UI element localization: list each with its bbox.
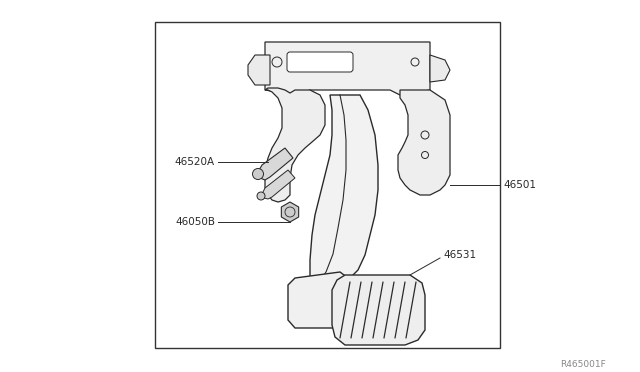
Text: 46531: 46531: [443, 250, 476, 260]
Text: R465001F: R465001F: [560, 360, 605, 369]
Circle shape: [257, 192, 265, 200]
Polygon shape: [288, 272, 348, 328]
Polygon shape: [398, 90, 450, 195]
Polygon shape: [248, 55, 270, 85]
Bar: [155, 22, 500, 348]
Text: 46501: 46501: [503, 180, 536, 190]
Circle shape: [253, 169, 264, 180]
Polygon shape: [258, 148, 293, 180]
FancyBboxPatch shape: [287, 52, 353, 72]
Polygon shape: [265, 42, 430, 95]
Text: 46520A: 46520A: [175, 157, 215, 167]
Polygon shape: [310, 95, 378, 288]
Polygon shape: [430, 55, 450, 82]
Text: 46050B: 46050B: [175, 217, 215, 227]
Polygon shape: [262, 170, 295, 199]
Polygon shape: [332, 275, 425, 345]
Polygon shape: [282, 202, 299, 222]
Polygon shape: [265, 88, 325, 202]
